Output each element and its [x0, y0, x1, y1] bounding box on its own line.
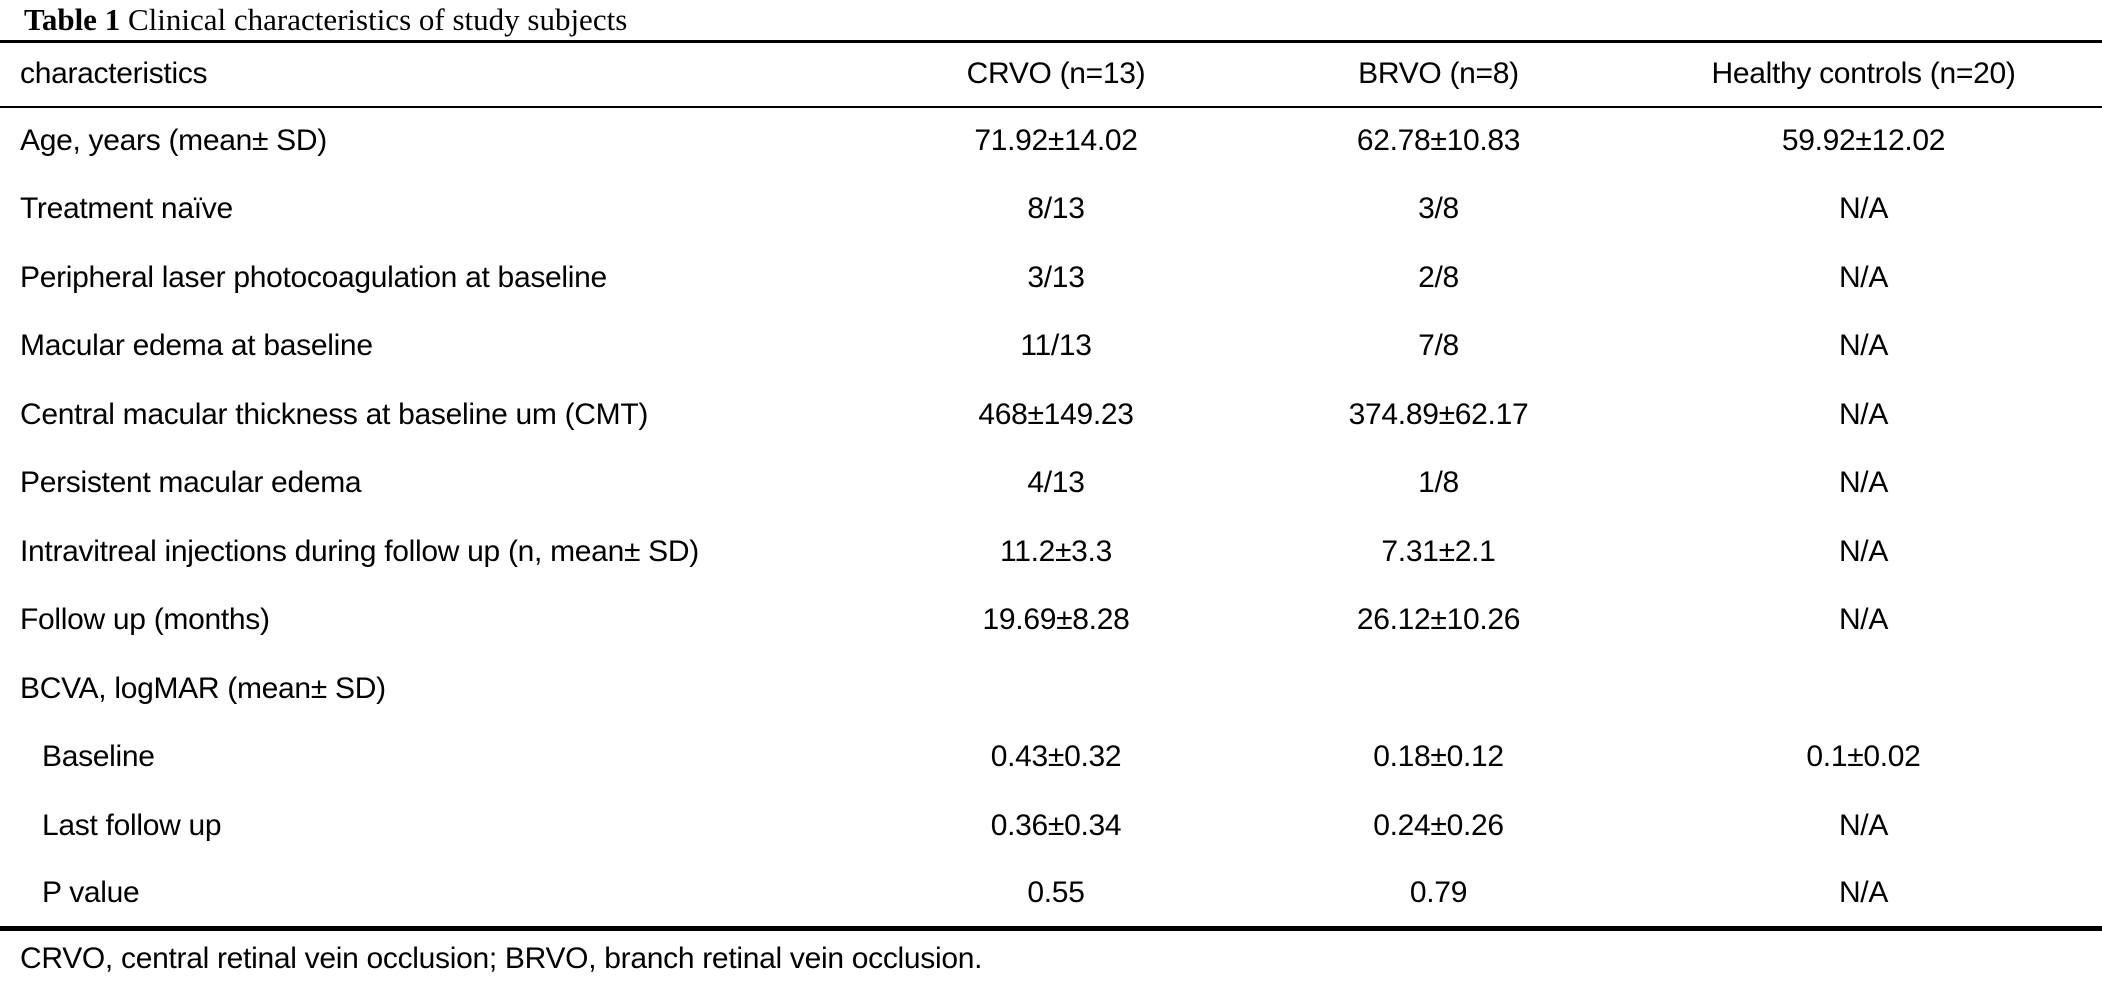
row-label: Age, years (mean± SD): [20, 124, 327, 158]
row-value-crvo: [860, 655, 1252, 724]
table-row: BCVA, logMAR (mean± SD): [0, 655, 2102, 724]
row-value-healthy: N/A: [1838, 260, 1889, 294]
table-row: Age, years (mean± SD) 71.92±14.02 62.78±…: [0, 107, 2102, 176]
table-row: Intravitreal injections during follow up…: [0, 518, 2102, 587]
row-value-crvo: 0.43±0.32: [990, 740, 1122, 774]
row-label: Follow up (months): [20, 603, 270, 637]
row-value-brvo: 26.12±10.26: [1356, 603, 1521, 637]
table-footnote: CRVO, central retinal vein occlusion; BR…: [20, 942, 983, 975]
row-value-brvo: 7.31±2.1: [1381, 534, 1496, 568]
table-number-label: Table 1: [24, 2, 121, 37]
row-value-brvo: 3/8: [1418, 192, 1459, 226]
row-value-crvo: 3/13: [1027, 260, 1085, 294]
row-label: Macular edema at baseline: [20, 329, 373, 363]
table-row: Central macular thickness at baseline um…: [0, 381, 2102, 450]
row-value-crvo: 468±149.23: [978, 397, 1134, 431]
row-value-healthy: 0.1±0.02: [1806, 740, 1921, 774]
row-value-brvo: 2/8: [1418, 260, 1459, 294]
table-caption: Clinical characteristics of study subjec…: [127, 2, 628, 37]
row-value-crvo: 0.36±0.34: [990, 808, 1122, 842]
row-label: Baseline: [42, 740, 155, 774]
row-value-healthy: N/A: [1838, 876, 1889, 909]
row-value-crvo: 19.69±8.28: [982, 603, 1130, 637]
table-body: Age, years (mean± SD) 71.92±14.02 62.78±…: [0, 107, 2102, 929]
table-row: Persistent macular edema 4/13 1/8 N/A: [0, 449, 2102, 518]
row-label: Central macular thickness at baseline um…: [20, 397, 649, 431]
row-value-crvo: 0.55: [1027, 876, 1085, 909]
row-value-healthy: N/A: [1838, 397, 1889, 431]
row-value-brvo: 0.79: [1409, 876, 1468, 909]
row-value-brvo: 0.18±0.12: [1373, 740, 1504, 774]
row-value-brvo: [1252, 655, 1625, 724]
row-value-healthy: N/A: [1838, 534, 1889, 568]
column-header-brvo: BRVO (n=8): [1358, 57, 1519, 91]
column-header-characteristics: characteristics: [20, 57, 208, 91]
row-value-healthy: N/A: [1838, 603, 1889, 637]
row-label: BCVA, logMAR (mean± SD): [20, 671, 386, 705]
row-value-brvo: 0.24±0.26: [1373, 808, 1504, 842]
row-value-healthy: N/A: [1838, 808, 1889, 842]
column-header-healthy-controls: Healthy controls (n=20): [1711, 57, 2016, 91]
row-value-brvo: 7/8: [1418, 329, 1459, 363]
table-row: Baseline 0.43±0.32 0.18±0.12 0.1±0.02: [0, 723, 2102, 792]
row-value-healthy: N/A: [1838, 192, 1889, 226]
row-value-brvo: 1/8: [1418, 466, 1459, 500]
table-row: Last follow up 0.36±0.34 0.24±0.26 N/A: [0, 792, 2102, 861]
row-value-healthy: [1625, 655, 2102, 724]
row-value-crvo: 11/13: [1020, 329, 1092, 363]
table-row: Treatment naïve 8/13 3/8 N/A: [0, 175, 2102, 244]
clinical-characteristics-table: characteristics CRVO (n=13) BRVO (n=8) H…: [0, 40, 2102, 931]
table-title: Table 1 Clinical characteristics of stud…: [0, 0, 2102, 40]
table-row: P value 0.55 0.79 N/A: [0, 860, 2102, 929]
row-value-crvo: 71.92±14.02: [974, 124, 1138, 158]
table-header: characteristics CRVO (n=13) BRVO (n=8) H…: [0, 41, 2102, 107]
row-label: Last follow up: [42, 808, 222, 842]
row-label: Treatment naïve: [20, 192, 233, 226]
row-value-brvo: 62.78±10.83: [1356, 124, 1521, 158]
row-value-crvo: 4/13: [1027, 466, 1085, 500]
row-label: P value: [42, 876, 140, 909]
column-header-crvo: CRVO (n=13): [966, 57, 1146, 91]
row-value-crvo: 8/13: [1027, 192, 1085, 226]
row-value-healthy: 59.92±12.02: [1781, 124, 1946, 158]
row-label: Peripheral laser photocoagulation at bas…: [20, 260, 607, 294]
row-value-brvo: 374.89±62.17: [1348, 397, 1529, 431]
row-value-healthy: N/A: [1838, 329, 1889, 363]
row-value-healthy: N/A: [1838, 466, 1889, 500]
row-value-crvo: 11.2±3.3: [1000, 534, 1112, 568]
table-row: Macular edema at baseline 11/13 7/8 N/A: [0, 312, 2102, 381]
table-row: Follow up (months) 19.69±8.28 26.12±10.2…: [0, 586, 2102, 655]
header-row: characteristics CRVO (n=13) BRVO (n=8) H…: [0, 41, 2102, 107]
row-label: Persistent macular edema: [20, 466, 362, 500]
table-row: Peripheral laser photocoagulation at bas…: [0, 244, 2102, 313]
row-label: Intravitreal injections during follow up…: [20, 534, 699, 568]
